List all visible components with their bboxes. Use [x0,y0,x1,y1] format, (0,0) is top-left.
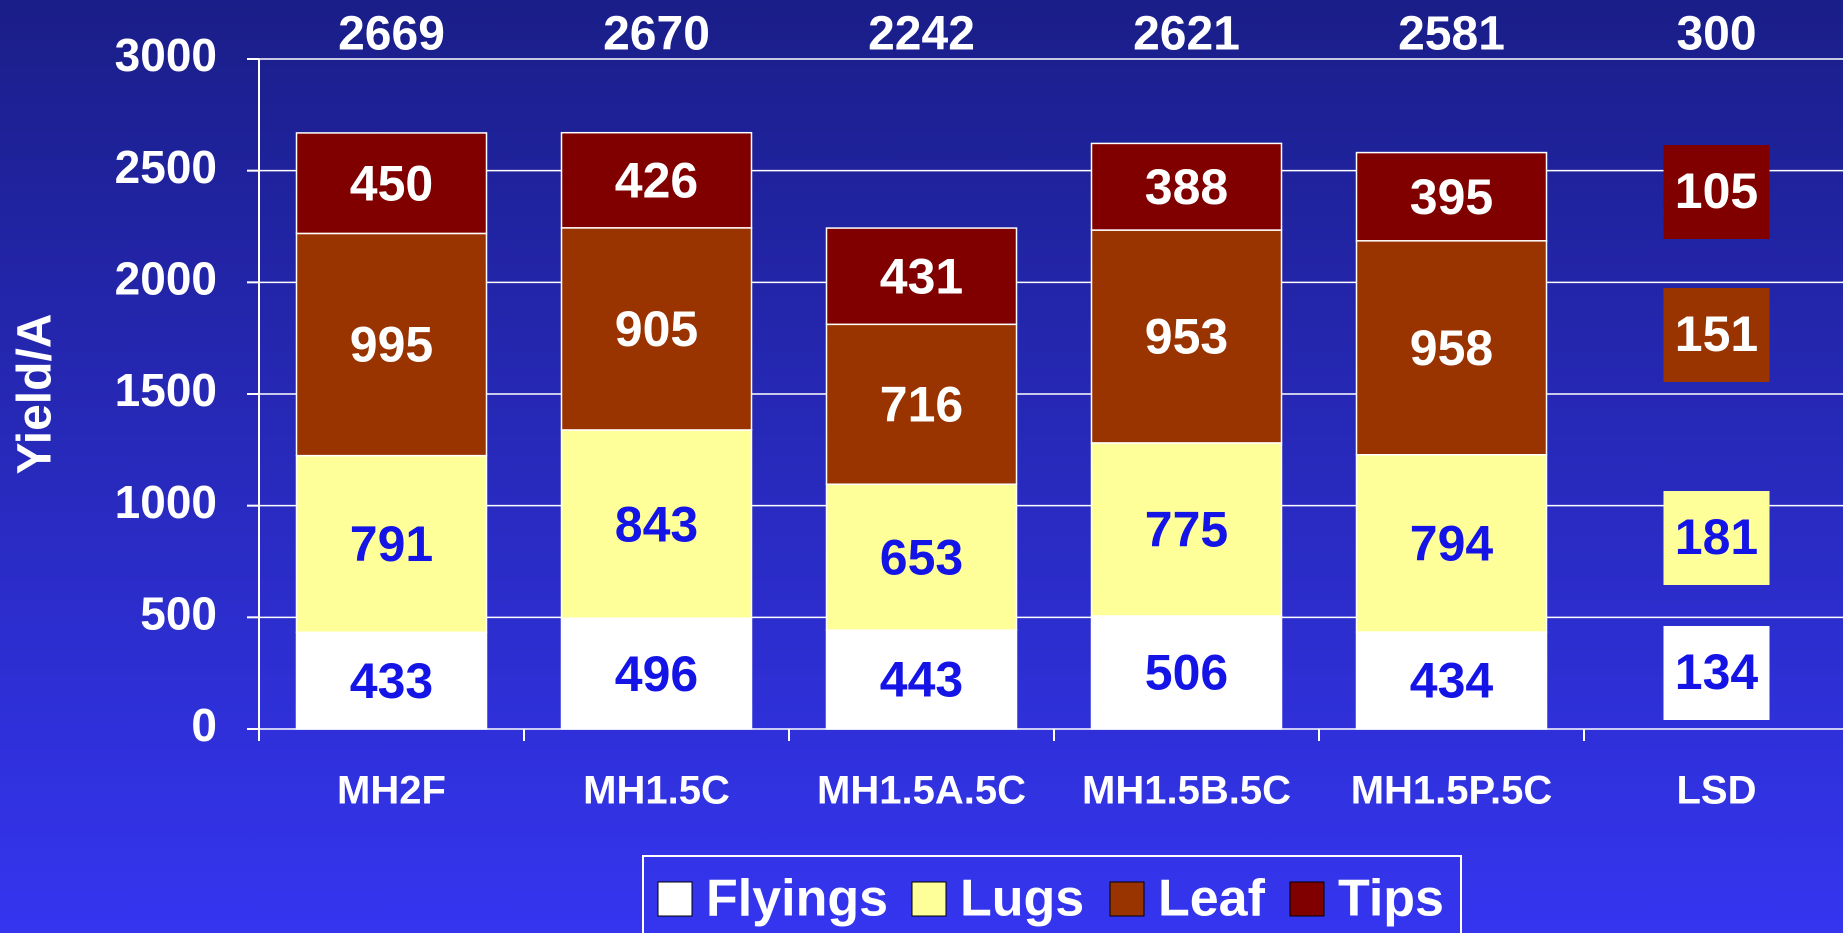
lsd-box [1663,145,1770,239]
value-label: 433 [350,653,433,709]
y-tick-label: 1500 [115,364,217,416]
lsd-box [1663,491,1770,585]
value-label: 716 [880,376,963,432]
legend-swatch [1109,881,1145,917]
lsd-box [1663,288,1770,382]
bar-segment [825,483,1018,631]
value-label: 443 [880,652,963,708]
bar-segment [1090,442,1283,617]
total-label: 2242 [868,8,975,61]
value-label: 388 [1145,159,1228,215]
bar-segment [1355,240,1548,456]
value-label: 775 [1145,502,1228,558]
legend-label: Lugs [960,870,1084,928]
legend-box [642,855,1462,933]
total-label: 300 [1676,8,1756,61]
bar-segment [1090,615,1283,730]
y-tick-label: 3000 [115,29,217,81]
x-tick-label: LSD [1677,769,1757,813]
x-tick-label: MH1.5A.5C [817,769,1026,813]
value-label: 434 [1410,653,1494,709]
legend-swatch [911,881,947,917]
bar-segment [1355,453,1548,633]
bar-segment [295,232,488,457]
y-axis-title: Yield/A [9,314,62,475]
bar-segment [295,454,488,634]
y-tick-label: 1000 [115,476,217,528]
value-label: 496 [615,646,698,702]
value-label: 395 [1410,169,1493,225]
legend-label: Flyings [706,870,888,928]
bar-segment [560,227,753,431]
x-tick-label: MH1.5C [583,769,730,813]
bar-segment [295,631,488,730]
total-label: 2670 [603,8,710,61]
legend-label: Tips [1338,870,1444,928]
lsd-label: 134 [1675,644,1759,700]
lsd-label: 151 [1675,306,1758,362]
value-label: 905 [615,301,698,357]
value-label: 426 [615,152,698,208]
x-tick-label: MH1.5P.5C [1351,769,1553,813]
bar-segment [1090,142,1283,231]
total-label: 2621 [1133,8,1240,61]
x-tick-label: MH2F [337,769,446,813]
legend-label: Leaf [1158,870,1266,928]
lsd-label: 105 [1675,163,1758,219]
lsd-label: 181 [1675,509,1758,565]
y-tick-label: 0 [191,699,217,751]
value-label: 653 [880,529,963,585]
bar-segment [1355,631,1548,730]
bar-segment [295,132,488,235]
bar-segment [560,131,753,229]
lsd-box [1663,626,1770,720]
x-tick-label: MH1.5B.5C [1082,769,1291,813]
value-label: 958 [1410,320,1493,376]
bar-segment [560,617,753,730]
value-label: 794 [1410,516,1494,572]
bar-segment [825,629,1018,730]
y-tick-label: 2500 [115,141,217,193]
y-tick-label: 500 [140,587,217,639]
value-label: 995 [350,317,433,373]
total-label: 2669 [338,8,445,61]
value-label: 506 [1145,645,1228,701]
value-label: 431 [880,248,963,304]
y-tick-label: 2000 [115,252,217,304]
total-label: 2581 [1398,8,1505,61]
legend-swatch [1289,881,1325,917]
value-label: 450 [350,155,433,211]
value-label: 791 [350,516,433,572]
bar-segment [825,227,1018,326]
bar-segment [1355,151,1548,242]
value-label: 953 [1145,309,1228,365]
bar-segment [560,429,753,619]
legend-swatch [657,881,693,917]
value-label: 843 [615,496,698,552]
bar-segment [1090,229,1283,444]
